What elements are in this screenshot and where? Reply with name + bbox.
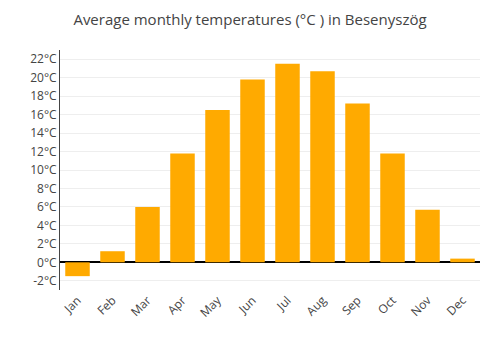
- svg-text:-2°C: -2°C: [33, 272, 57, 289]
- svg-text:12°C: 12°C: [30, 143, 57, 160]
- svg-text:Average monthly temperatures (: Average monthly temperatures (°C ) in Be…: [73, 9, 426, 29]
- svg-text:Jun: Jun: [234, 292, 259, 317]
- svg-text:Jan: Jan: [60, 292, 85, 317]
- svg-text:Sep: Sep: [338, 292, 365, 319]
- svg-text:20°C: 20°C: [30, 69, 57, 86]
- svg-text:8°C: 8°C: [37, 180, 57, 197]
- svg-text:Jul: Jul: [272, 292, 294, 314]
- svg-text:4°C: 4°C: [37, 217, 57, 234]
- svg-text:14°C: 14°C: [30, 124, 57, 141]
- svg-text:18°C: 18°C: [30, 87, 57, 104]
- svg-text:10°C: 10°C: [30, 161, 57, 178]
- svg-text:Aug: Aug: [302, 292, 330, 320]
- svg-text:May: May: [196, 291, 225, 320]
- svg-text:22°C: 22°C: [30, 50, 57, 67]
- svg-text:6°C: 6°C: [37, 198, 57, 215]
- svg-text:Nov: Nov: [407, 292, 435, 320]
- svg-text:Dec: Dec: [443, 292, 470, 319]
- svg-text:0°C: 0°C: [37, 254, 57, 271]
- svg-text:Mar: Mar: [127, 292, 155, 320]
- svg-text:2°C: 2°C: [37, 235, 57, 252]
- svg-text:Feb: Feb: [93, 292, 119, 318]
- svg-text:16°C: 16°C: [30, 106, 57, 123]
- svg-text:Apr: Apr: [164, 292, 190, 318]
- svg-text:Oct: Oct: [374, 292, 400, 318]
